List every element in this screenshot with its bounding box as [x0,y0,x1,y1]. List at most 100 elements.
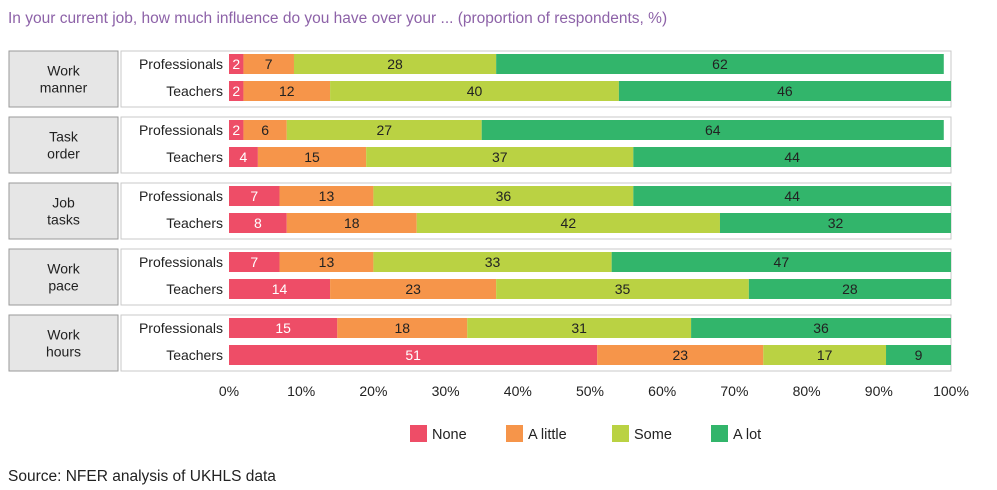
row-label: Teachers [166,347,223,363]
group-label: Work [47,261,80,277]
data-label: 6 [261,122,269,138]
bar-segment [597,345,764,365]
group-label-box [8,248,119,306]
bar-segment [633,147,951,167]
data-label: 51 [405,347,421,363]
data-label: 12 [279,83,295,99]
x-tick-label: 20% [359,383,387,399]
x-tick-label: 30% [432,383,460,399]
legend-label: Some [634,427,672,443]
bar-segment [229,54,244,74]
bar-segment [229,213,287,233]
row-label: Professionals [139,122,223,138]
group-label-box [8,182,119,240]
data-label: 36 [496,188,512,204]
group-label: Job [52,195,75,211]
data-label: 28 [842,281,858,297]
row-label: Teachers [166,83,223,99]
group-label-box [8,50,119,108]
data-label: 18 [344,215,360,231]
group-label: pace [48,278,79,294]
bar-segment [286,120,482,140]
bar-segment [229,120,244,140]
data-label: 62 [712,56,728,72]
bar-segment [748,279,951,299]
bar-segment [633,186,951,206]
data-label: 13 [319,254,335,270]
bar-segment [229,252,280,272]
group-label: Task [49,129,79,145]
bar-segment [330,279,497,299]
data-label: 47 [774,254,790,270]
bar-segment [243,81,331,101]
bar-segment [229,147,258,167]
bar-segment [691,318,951,338]
legend-swatch [506,425,523,442]
bar-segment [229,279,331,299]
source-note: Source: NFER analysis of UKHLS data [8,468,276,485]
data-label: 23 [672,347,688,363]
data-label: 15 [275,320,291,336]
data-label: 32 [828,215,844,231]
data-label: 7 [250,188,258,204]
bar-segment [286,213,417,233]
data-label: 18 [394,320,410,336]
x-tick-label: 100% [933,383,969,399]
group-label: order [47,146,80,162]
bar-segment [279,186,374,206]
data-label: 8 [254,215,262,231]
data-label: 2 [232,83,240,99]
bar-segment [886,345,951,365]
row-label: Professionals [139,188,223,204]
data-label: 17 [817,347,833,363]
row-label: Teachers [166,281,223,297]
data-label: 7 [250,254,258,270]
bar-segment [373,252,612,272]
bar-segment [611,252,951,272]
bar-segment [618,81,951,101]
bar-segment [243,120,287,140]
data-label: 2 [232,56,240,72]
data-label: 33 [485,254,501,270]
bar-segment [481,120,944,140]
legend-label: A lot [733,427,761,443]
bar-segment [257,147,367,167]
bar-segment [337,318,468,338]
legend-label: None [432,427,467,443]
group-label: manner [40,80,88,96]
data-label: 44 [784,149,800,165]
x-tick-label: 50% [576,383,604,399]
data-label: 64 [705,122,721,138]
data-label: 14 [272,281,288,297]
data-label: 2 [232,122,240,138]
bar-segment [366,147,634,167]
x-tick-label: 70% [720,383,748,399]
data-label: 31 [571,320,587,336]
data-label: 23 [405,281,421,297]
bar-segment [330,81,619,101]
group-label: tasks [47,212,80,228]
bar-segment [373,186,634,206]
group-label: Work [47,327,80,343]
data-label: 4 [240,149,248,165]
data-label: 44 [784,188,800,204]
bar-segment [416,213,720,233]
data-label: 7 [265,56,273,72]
bar-segment [467,318,692,338]
data-label: 40 [467,83,483,99]
bar-segment [243,54,294,74]
data-label: 42 [561,215,577,231]
data-label: 15 [304,149,320,165]
data-label: 28 [387,56,403,72]
legend-swatch [711,425,728,442]
row-label: Teachers [166,215,223,231]
data-label: 37 [492,149,508,165]
data-label: 27 [376,122,392,138]
bar-segment [229,186,280,206]
legend-swatch [612,425,629,442]
data-label: 46 [777,83,793,99]
legend-label: A little [528,427,567,443]
group-label-box [8,116,119,174]
row-label: Professionals [139,320,223,336]
